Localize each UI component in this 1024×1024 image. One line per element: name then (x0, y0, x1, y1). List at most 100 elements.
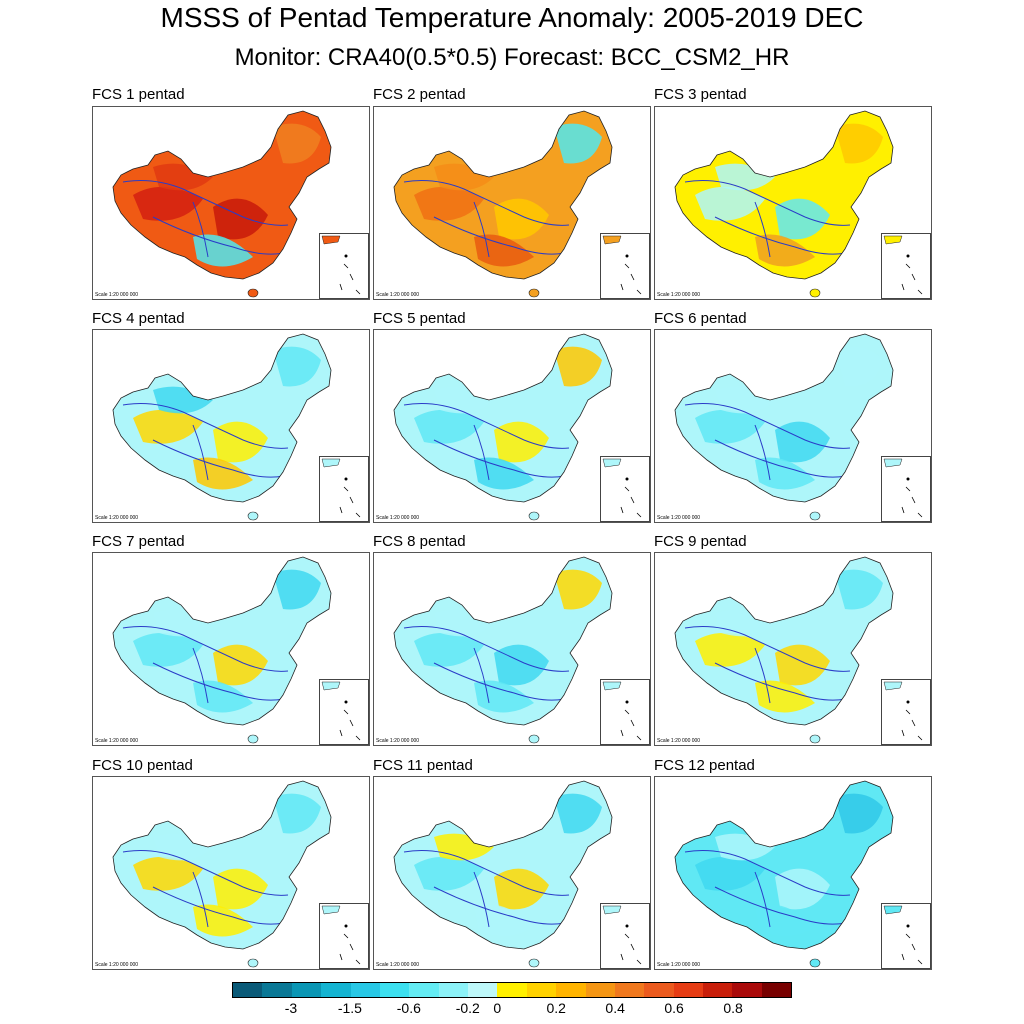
page-subtitle: Monitor: CRA40(0.5*0.5) Forecast: BCC_CS… (234, 44, 790, 71)
china-map (393, 556, 613, 744)
colorbar-cell (291, 983, 322, 997)
anomaly-patch (414, 632, 484, 667)
river-line (122, 403, 289, 449)
hainan-island (528, 958, 540, 968)
colorbar-cell (732, 983, 762, 997)
colorbar-cell (233, 983, 263, 997)
river-line (433, 886, 565, 925)
panel-title: FCS 4 pentad (92, 310, 185, 327)
country-border (674, 780, 894, 950)
anomaly-patch (273, 569, 321, 610)
map-fill (394, 111, 612, 279)
panel-title: FCS 8 pentad (373, 533, 466, 550)
colorbar-cell (761, 983, 792, 997)
china-map (112, 780, 332, 968)
map-fill (675, 557, 893, 725)
river-line (754, 201, 771, 258)
map-fill (113, 334, 331, 502)
map-scale-label: Scale 1:20 000 000 (95, 292, 139, 298)
hainan-island (809, 734, 821, 744)
river-line (152, 439, 284, 478)
panel-title: FCS 10 pentad (92, 757, 193, 774)
colorbar-cell (644, 983, 674, 997)
colorbar-cell (409, 983, 439, 997)
river-line (684, 403, 851, 449)
anomaly-patch (133, 856, 203, 891)
anomaly-patch (474, 904, 534, 937)
anomaly-patch (474, 457, 534, 490)
river-line (754, 871, 771, 928)
country-border (112, 556, 332, 726)
anomaly-patch (554, 346, 602, 387)
river-line (433, 662, 565, 701)
colorbar-cell (556, 983, 586, 997)
south-china-sea-inset (881, 456, 931, 522)
anomaly-patch (273, 793, 321, 834)
river-line (684, 180, 851, 226)
river-line (684, 850, 851, 896)
river-line (152, 216, 284, 255)
panel-title: FCS 5 pentad (373, 310, 466, 327)
south-china-sea-inset (600, 903, 650, 969)
anomaly-patch (193, 457, 253, 490)
country-border (674, 556, 894, 726)
china-map (112, 556, 332, 744)
map-fill (675, 781, 893, 949)
hainan-island (528, 288, 540, 298)
hainan-island (247, 288, 259, 298)
map-panel: Scale 1:20 000 000 (654, 329, 932, 523)
anomaly-patch (835, 346, 883, 387)
panel-title: FCS 1 pentad (92, 86, 185, 103)
anomaly-patch (494, 198, 549, 240)
south-china-sea-inset (319, 456, 369, 522)
hainan-island (528, 511, 540, 521)
anomaly-patch (775, 868, 830, 910)
hainan-island (247, 511, 259, 521)
map-panel: Scale 1:20 000 000 (92, 106, 370, 300)
map-panel: Scale 1:20 000 000 (654, 776, 932, 970)
colorbar-cell (703, 983, 733, 997)
river-line (403, 180, 570, 226)
map-scale-label: Scale 1:20 000 000 (657, 515, 701, 521)
country-border (112, 333, 332, 503)
map-scale-label: Scale 1:20 000 000 (376, 515, 420, 521)
anomaly-patch (695, 409, 765, 444)
country-border (674, 110, 894, 280)
map-fill (394, 334, 612, 502)
colorbar-cell (350, 983, 380, 997)
river-line (473, 647, 490, 704)
map-fill (394, 557, 612, 725)
country-border (393, 556, 613, 726)
anomaly-patch (273, 346, 321, 387)
river-line (714, 886, 846, 925)
river-line (192, 201, 209, 258)
map-panel: Scale 1:20 000 000 (92, 552, 370, 746)
river-line (473, 871, 490, 928)
anomaly-patch (474, 680, 534, 713)
colorbar-tick-label: -0.6 (396, 1000, 421, 1016)
panel-title: FCS 7 pentad (92, 533, 185, 550)
river-line (714, 662, 846, 701)
river-line (473, 201, 490, 258)
colorbar-tick-label: 0.4 (605, 1000, 625, 1016)
river-line (403, 626, 570, 672)
map-scale-label: Scale 1:20 000 000 (376, 738, 420, 744)
anomaly-patch (414, 856, 484, 891)
country-border (393, 333, 613, 503)
colorbar-tick-label: 0 (493, 1000, 502, 1016)
south-china-sea-inset (319, 903, 369, 969)
colorbar-tick-label: -3 (284, 1000, 298, 1016)
colorbar-cell (526, 983, 557, 997)
hainan-island (809, 958, 821, 968)
anomaly-patch (494, 421, 549, 463)
anomaly-patch (474, 234, 534, 267)
river-line (403, 850, 570, 896)
anomaly-patch (193, 904, 253, 937)
anomaly-patch (554, 123, 602, 164)
river-line (122, 180, 289, 226)
river-line (714, 216, 846, 255)
colorbar-cell (585, 983, 615, 997)
south-china-sea-inset (881, 233, 931, 299)
country-border (393, 780, 613, 950)
china-map (674, 110, 894, 298)
